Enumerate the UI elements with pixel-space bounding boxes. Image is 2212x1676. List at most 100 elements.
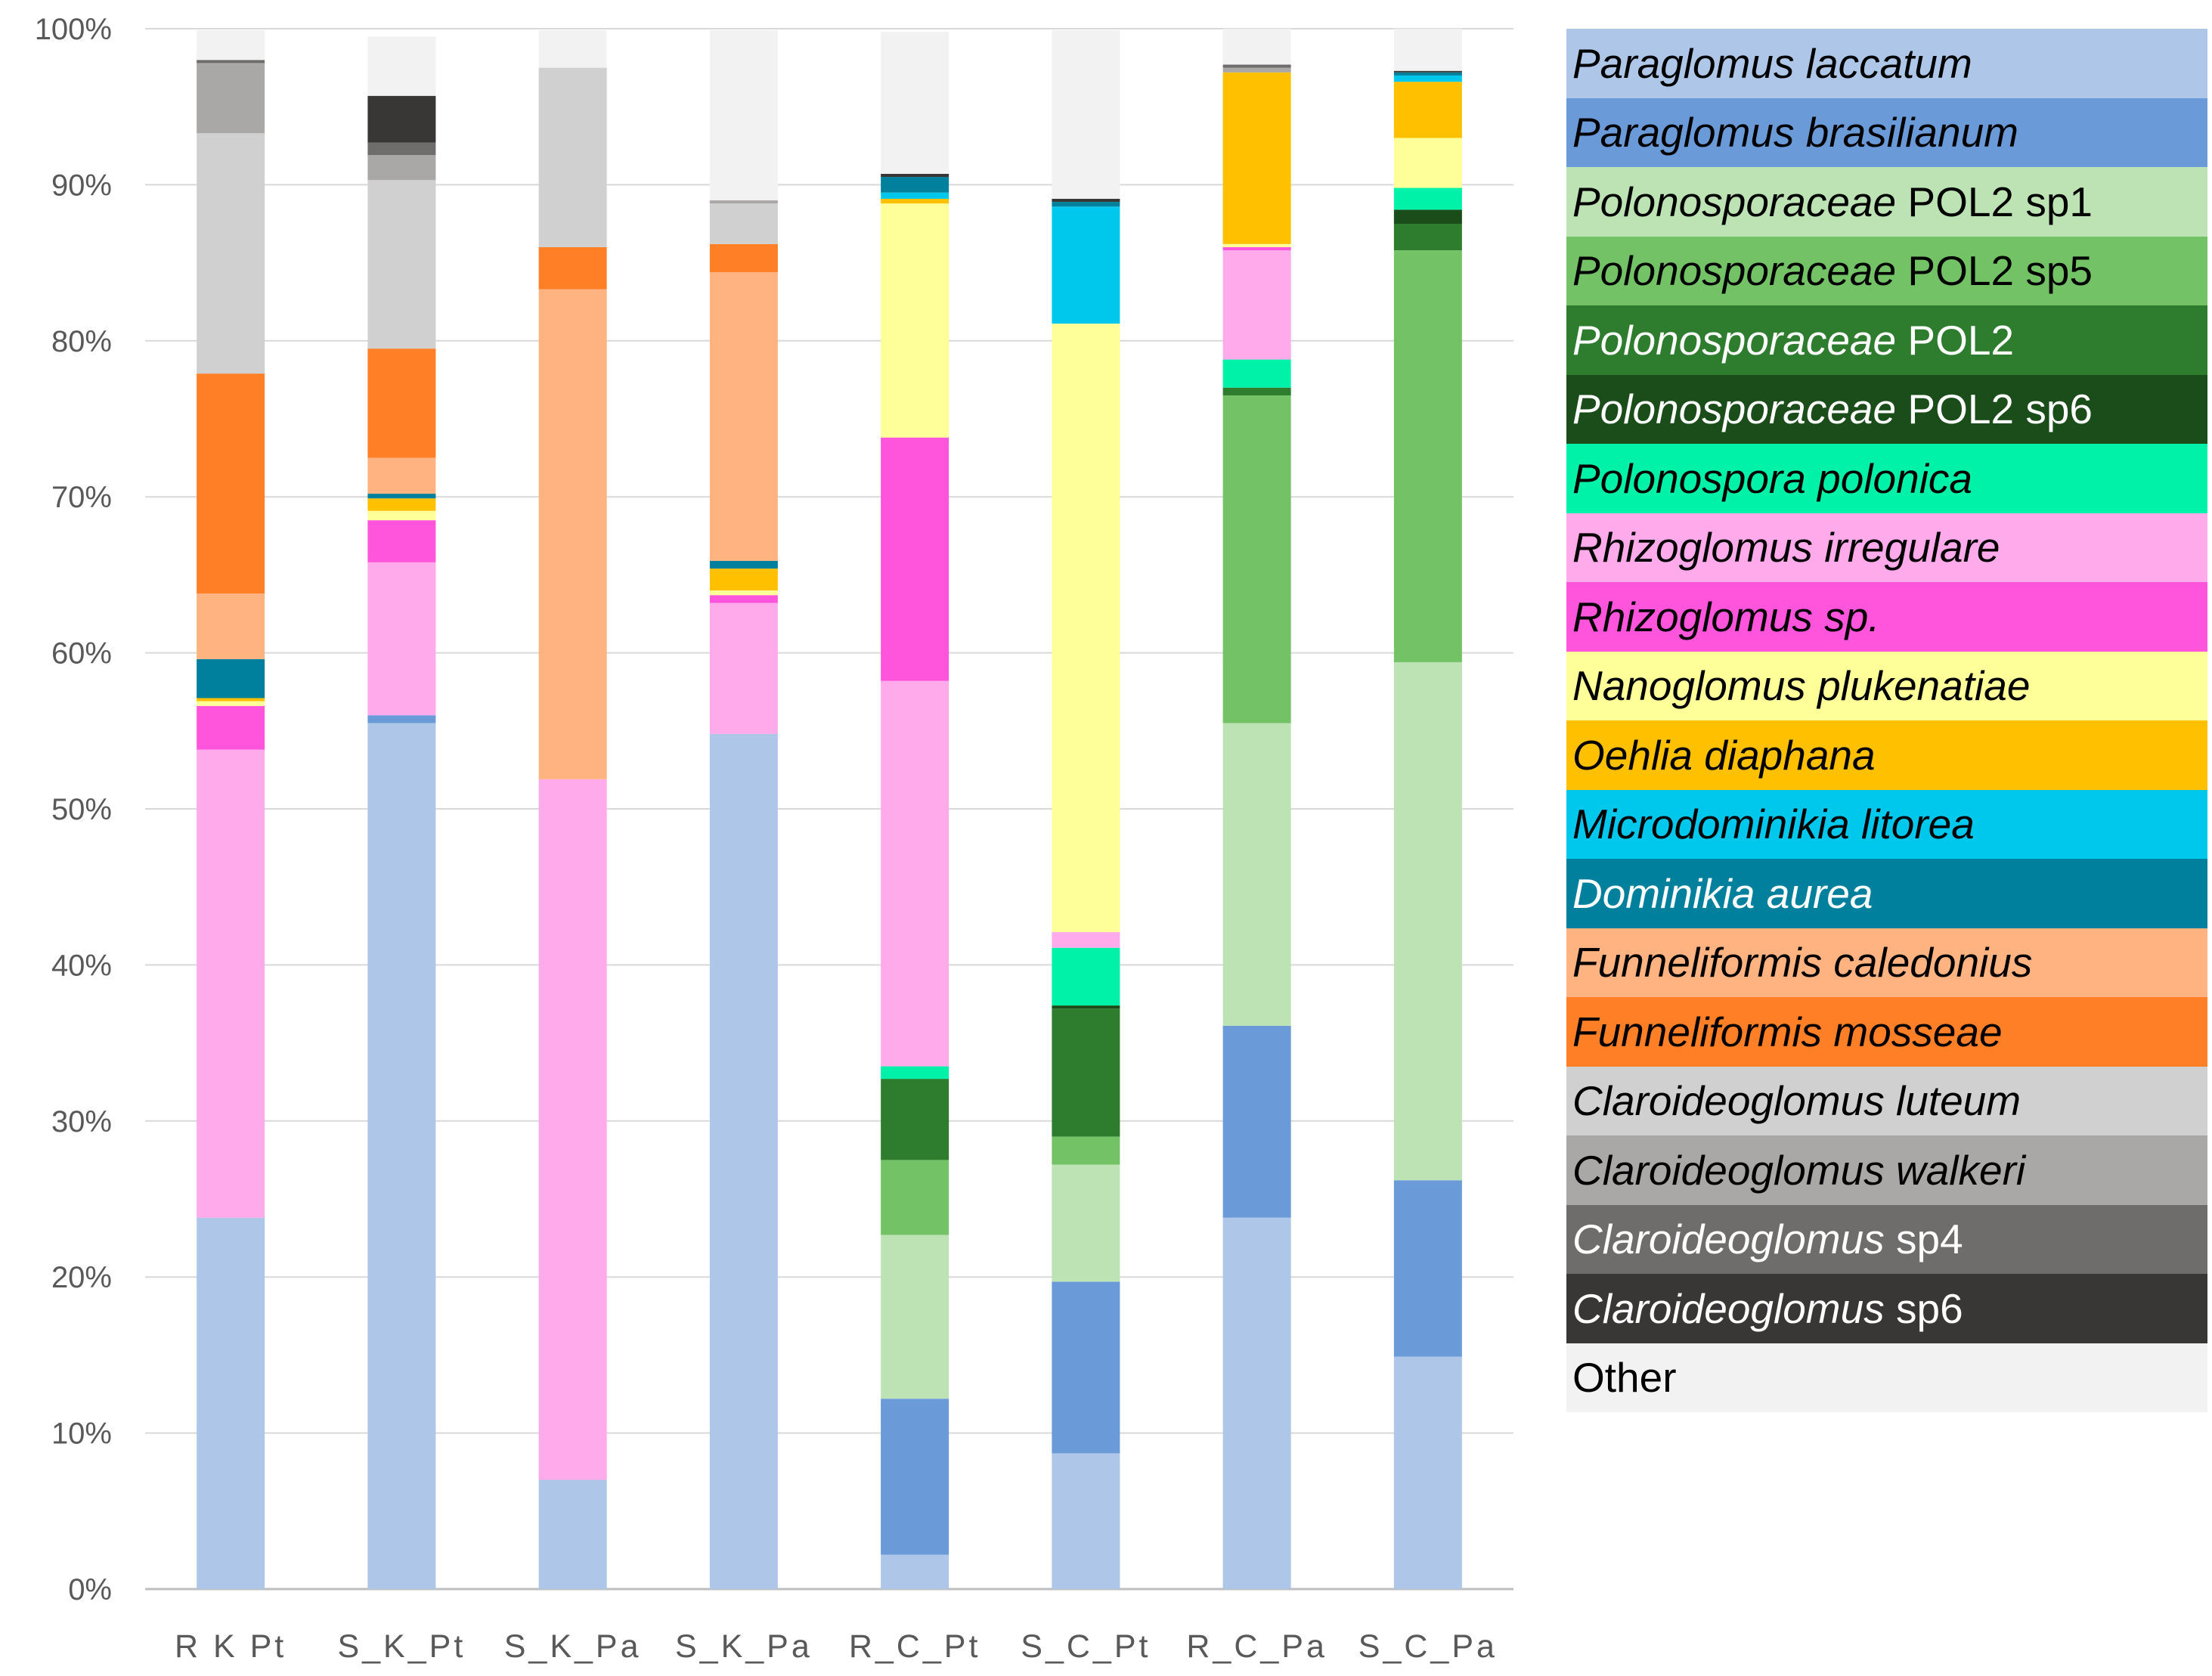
legend-item: Paraglomus brasilianum: [1566, 98, 2207, 167]
bar-segment: [1393, 187, 1462, 210]
x-tick-label: R_C_Pt: [849, 1628, 981, 1665]
legend-label-italic: Dominikia aurea: [1572, 869, 1873, 917]
bar-segment: [367, 562, 436, 716]
legend-item: Claroideoglomus walkeri: [1566, 1135, 2207, 1205]
y-tick-label: 100%: [35, 13, 112, 46]
bar-segment: [881, 1066, 950, 1080]
legend-label-italic: Microdominikia litorea: [1572, 801, 1975, 848]
bar-segment: [197, 373, 265, 594]
bar-segment: [367, 715, 436, 723]
legend-label-italic: Polonosporaceae: [1572, 178, 1897, 225]
bar-segment: [1222, 1217, 1291, 1589]
bar-segment: [709, 30, 778, 201]
bar-segment: [538, 1479, 607, 1589]
bar-segment: [709, 243, 778, 272]
legend-label-italic: Claroideoglomus walkeri: [1572, 1146, 2026, 1194]
bar-segment: [538, 289, 607, 779]
bar-segment: [197, 593, 265, 659]
bar-segment: [1393, 82, 1462, 138]
legend-item: Microdominikia litorea: [1566, 789, 2207, 859]
legend-label-suffix: sp4: [1884, 1216, 1963, 1263]
bar-segment: [1393, 661, 1462, 1181]
legend-label-italic: Polonospora polonica: [1572, 454, 1972, 502]
y-tick-label: 0%: [68, 1573, 112, 1606]
legend-item: Rhizoglomus irregulare: [1566, 513, 2207, 582]
legend-item: Funneliformis caledonius: [1566, 928, 2207, 997]
bar-segment: [367, 36, 436, 96]
gridlines: [145, 28, 1513, 1591]
bar-segment: [881, 1554, 950, 1589]
stacked-bar-chart: 0% 10% 20% 30% 40% 50% 60% 70% 80% 90% 100% R K Pt…: [35, 13, 1513, 1665]
legend-label-italic: Rhizoglomus irregulare: [1572, 524, 2000, 572]
legend-label-italic: Claroideoglomus: [1572, 1216, 1885, 1263]
bar-segment: [709, 733, 778, 1589]
bar-segment: [709, 590, 778, 596]
legend-label-italic: Funneliformis mosseae: [1572, 1008, 2003, 1055]
bar-segment: [881, 32, 950, 174]
legend-label-italic: Nanoglomus plukenatiae: [1572, 662, 2031, 710]
bar-segment: [1222, 395, 1291, 723]
bar-segment: [367, 510, 436, 521]
legend-label-suffix: Other: [1572, 1354, 1677, 1402]
bar-segment: [1393, 29, 1462, 71]
bar-segment: [881, 1399, 950, 1555]
bar-segment: [1393, 224, 1462, 251]
y-tick-label: 20%: [51, 1261, 112, 1294]
x-tick-label: S_K_Pa: [675, 1628, 813, 1665]
bar-segment: [538, 67, 607, 247]
legend-label-suffix: POL2 sp6: [1896, 386, 2093, 433]
legend-item: Paraglomus laccatum: [1566, 29, 2207, 98]
legend-item: Rhizoglomus sp.: [1566, 582, 2207, 652]
legend-label-italic: Paraglomus brasilianum: [1572, 109, 2018, 156]
legend-label-suffix: POL2: [1896, 316, 2015, 364]
y-tick-label: 70%: [51, 481, 112, 514]
bar-segment: [1222, 246, 1291, 251]
bar-segment: [538, 30, 607, 68]
bar-segment: [367, 457, 436, 494]
bar-segment: [881, 1079, 950, 1160]
y-tick-label: 10%: [51, 1417, 112, 1451]
y-tick-label: 50%: [51, 793, 112, 826]
bar-segment: [538, 779, 607, 1480]
legend-item: Claroideoglomus luteum: [1566, 1066, 2207, 1135]
bar-segment: [1393, 250, 1462, 662]
bar-segment: [367, 180, 436, 349]
bar-segment: [881, 437, 950, 681]
legend-label-italic: Funneliformis caledonius: [1572, 939, 2033, 987]
legend-item: Claroideoglomus sp4: [1566, 1204, 2207, 1274]
bar-segment: [1222, 243, 1291, 247]
bar-segment: [1393, 70, 1462, 73]
bar-segment: [1052, 1005, 1120, 1009]
legend-label-italic: Claroideoglomus: [1572, 1284, 1885, 1332]
bar-segment: [367, 155, 436, 181]
bar-segment: [197, 701, 265, 706]
bar-segment: [1052, 947, 1120, 1006]
legend-label-italic: Polonosporaceae: [1572, 316, 1897, 364]
bar-segment: [1052, 1281, 1120, 1454]
bar-segment: [1052, 1453, 1120, 1589]
bar-segment: [1052, 30, 1120, 199]
bar-segment: [1222, 1025, 1291, 1218]
x-tick-label: R K Pt: [175, 1628, 287, 1665]
y-tick-label: 90%: [51, 169, 112, 202]
legend-label-italic: Polonosporaceae: [1572, 247, 1897, 295]
bar-segment: [367, 723, 436, 1589]
bar-segment: [881, 177, 950, 193]
bar-segment: [1222, 250, 1291, 360]
legend-item: Nanoglomus plukenatiae: [1566, 651, 2207, 720]
bar-segment: [1052, 202, 1120, 207]
legend-label-italic: Paraglomus laccatum: [1572, 39, 1972, 87]
y-tick-label: 30%: [51, 1105, 112, 1139]
bar-segment: [709, 271, 778, 561]
bar-segment: [1393, 72, 1462, 76]
y-tick-label: 40%: [51, 949, 112, 982]
x-tick-label: S_C_Pt: [1021, 1628, 1151, 1665]
bar-segment: [197, 1217, 265, 1589]
bar-segment: [197, 30, 265, 60]
bar-segment: [1052, 1136, 1120, 1165]
bar-segment: [709, 568, 778, 591]
x-tick-label: S_K_Pa: [504, 1628, 642, 1665]
bar-segment: [1052, 198, 1120, 203]
bar-segment: [709, 203, 778, 244]
bar-segment: [1222, 723, 1291, 1026]
